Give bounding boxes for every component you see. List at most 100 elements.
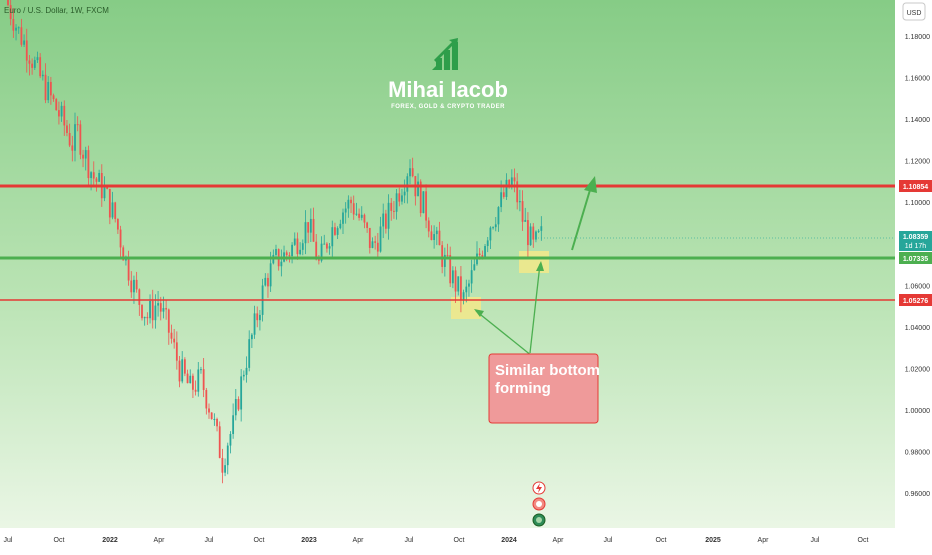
- candle: [111, 191, 114, 220]
- candle: [438, 221, 441, 246]
- candle: [443, 247, 446, 277]
- candle: [323, 234, 326, 245]
- candle: [360, 206, 363, 221]
- candle: [484, 243, 486, 259]
- dividends-icon[interactable]: [532, 513, 546, 527]
- candle: [9, 0, 12, 26]
- candle: [36, 51, 39, 63]
- candle: [63, 100, 66, 136]
- x-tick-label: Apr: [758, 537, 770, 544]
- x-tick-label: Jul: [811, 537, 820, 544]
- time-axis[interactable]: Jul Oct 2022 Apr Jul Oct 2023 Apr Jul Oct 2024 Apr J…: [4, 537, 869, 544]
- candle: [304, 210, 307, 255]
- candle: [435, 226, 438, 246]
- annotation-line-1: Similar bottom: [495, 362, 600, 379]
- candle: [492, 226, 494, 230]
- candle: [347, 195, 350, 218]
- y-tick-label: 1.12000: [905, 159, 930, 166]
- candle: [44, 63, 47, 104]
- candle: [299, 242, 302, 256]
- candle: [401, 188, 403, 205]
- candle: [226, 442, 229, 475]
- candle: [363, 213, 366, 229]
- annotation-line-2: forming: [495, 380, 551, 397]
- bar-chart-growth-icon: [432, 38, 458, 70]
- candle: [68, 123, 71, 148]
- y-tick-label: 1.06000: [905, 283, 930, 290]
- candle: [52, 93, 55, 102]
- support-green-price-label: 1.07335: [899, 252, 932, 264]
- candle: [315, 234, 318, 261]
- candle: [28, 54, 31, 76]
- candle: [74, 112, 76, 162]
- candle: [516, 173, 519, 210]
- candle: [181, 351, 184, 384]
- candle: [465, 279, 468, 303]
- candle: [98, 169, 101, 183]
- candle: [334, 222, 336, 236]
- candle: [293, 232, 296, 246]
- candle: [395, 189, 398, 220]
- candle: [15, 24, 17, 41]
- candle: [379, 216, 382, 253]
- earnings-icon[interactable]: [532, 497, 546, 511]
- candle: [527, 212, 529, 258]
- currency-button[interactable]: USD: [902, 2, 926, 21]
- candle: [178, 356, 181, 388]
- candle: [449, 246, 452, 287]
- candle: [95, 176, 98, 192]
- y-tick-label: 0.96000: [905, 491, 930, 498]
- candle: [470, 259, 473, 293]
- candle: [529, 223, 532, 246]
- candle: [256, 306, 259, 328]
- y-tick-label: 1.00000: [905, 408, 930, 415]
- candle: [398, 187, 401, 207]
- bottom-highlight-box-current: [519, 251, 549, 273]
- candle: [49, 76, 52, 105]
- lightning-icon[interactable]: [532, 481, 546, 495]
- candle: [149, 294, 151, 324]
- candle: [173, 328, 176, 349]
- candle: [55, 97, 58, 111]
- candle: [92, 161, 95, 186]
- candle: [76, 116, 79, 132]
- candle: [532, 223, 535, 248]
- candle: [248, 330, 251, 372]
- support-red-price-label: 1.05276: [899, 294, 932, 306]
- candle: [84, 146, 87, 171]
- annotation-callout[interactable]: Similar bottom forming: [488, 353, 600, 424]
- y-tick-label: 1.10000: [905, 200, 930, 207]
- candle: [205, 387, 208, 415]
- candle: [291, 242, 293, 264]
- candle: [213, 413, 216, 426]
- x-tick-label: Jul: [4, 537, 13, 544]
- candle: [521, 190, 524, 231]
- x-tick-label: Jul: [405, 537, 414, 544]
- candle: [524, 207, 527, 222]
- candle: [71, 135, 74, 162]
- candle: [108, 188, 111, 225]
- candle: [371, 237, 374, 249]
- candle: [41, 70, 44, 81]
- candle: [352, 195, 355, 220]
- x-tick-label: Apr: [353, 537, 365, 544]
- candle: [58, 101, 60, 125]
- candle: [518, 189, 521, 212]
- candle: [66, 119, 68, 137]
- candle: [403, 179, 406, 204]
- time-axis-background: [0, 528, 895, 550]
- candle: [446, 243, 449, 258]
- candle: [234, 389, 237, 421]
- callout-arrowhead-previous: [474, 309, 484, 317]
- candle: [489, 226, 492, 249]
- candle: [486, 236, 489, 253]
- candle: [384, 209, 387, 234]
- x-tick-label: 2023: [301, 537, 317, 544]
- candle: [240, 369, 243, 422]
- price-axis[interactable]: 1.18000 1.16000 1.14000 1.12000 1.10000 1.060…: [905, 34, 930, 498]
- x-tick-label: Oct: [454, 537, 465, 544]
- candle: [183, 357, 186, 377]
- candle: [427, 217, 430, 238]
